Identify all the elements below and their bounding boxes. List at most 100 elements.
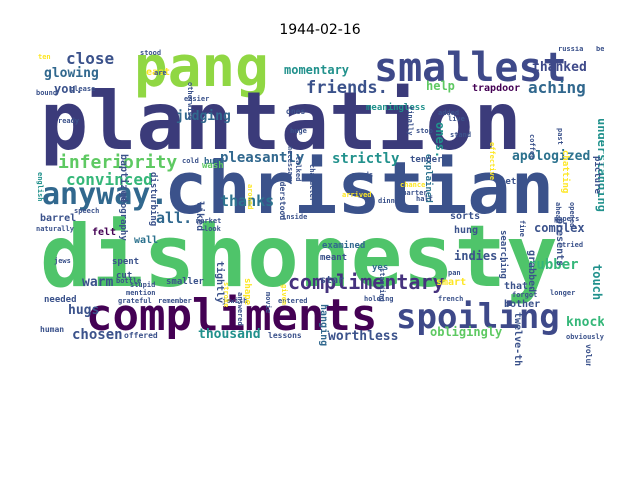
word-knock: knock	[566, 315, 604, 330]
word-bother: bother	[504, 299, 541, 310]
word-chance: chance	[400, 181, 426, 189]
word-huge: huge	[290, 127, 307, 135]
word-pang: pang	[134, 46, 269, 100]
word-barrel: barrel	[40, 213, 77, 224]
word-geography: geography	[118, 192, 128, 241]
word-needed: needed	[44, 295, 77, 305]
word-volunteered: volunteered	[584, 344, 593, 366]
word-plantation: plantation	[40, 75, 522, 168]
word-ones: ones.	[433, 122, 447, 159]
word-dishonesty: dishonesty	[40, 207, 558, 307]
word-wash: wash	[202, 161, 224, 171]
word-worthless: worthless	[328, 329, 399, 344]
word-offered: offered	[124, 331, 158, 340]
word-quarter: quarter	[398, 189, 428, 197]
word-momentary: momentary	[284, 63, 350, 77]
word-added: added	[438, 109, 460, 117]
word-searching: searching	[498, 230, 508, 279]
word-longer: longer	[550, 289, 576, 297]
word-otherwise: otherwise	[186, 82, 194, 120]
word-yes: yes	[372, 263, 389, 273]
word-felt: felt	[92, 227, 117, 238]
word-help: help	[426, 79, 455, 93]
word-bottle: bottle	[116, 277, 142, 285]
word-inside: inside	[282, 213, 308, 221]
word-close: close	[66, 49, 115, 68]
word-english: english	[36, 172, 44, 202]
word-jewish: jewish	[222, 297, 248, 305]
word-market: market	[196, 217, 222, 225]
word-pan: pan	[448, 269, 461, 277]
word-necessary: necessary	[286, 146, 294, 184]
word-bun: bun	[204, 157, 221, 167]
word-warm: warm	[82, 275, 114, 290]
word-stupid: stupid	[130, 281, 156, 289]
word-look: look	[204, 225, 221, 233]
word-indies: indies.	[454, 249, 505, 263]
word-aching: aching	[528, 78, 586, 97]
word-dinner: dinner	[378, 197, 404, 205]
word-movie: movie	[264, 292, 272, 314]
word-lessons: lessons	[268, 331, 302, 340]
word-spent: spent	[112, 257, 140, 267]
word-forgot: forgot	[512, 291, 538, 299]
word-that: that.	[504, 281, 535, 292]
word-ten: ten	[38, 53, 51, 61]
word-finally: finally	[406, 106, 414, 136]
word-apologized: apologized	[512, 149, 591, 164]
word-trapdoor: trapdoor	[472, 83, 521, 94]
word-complimentary: complimentary	[288, 270, 445, 294]
word-grateful: grateful	[118, 297, 152, 305]
word-fine: fine	[518, 220, 526, 237]
word-stroke: stroke	[222, 282, 230, 308]
word-cold: cold	[182, 157, 199, 165]
word-touch: touch	[590, 264, 604, 301]
word-strictly: strictly	[332, 151, 400, 167]
word-twelve-thirty: twelve-thirty	[512, 312, 523, 366]
word-thousand: thousand	[198, 327, 261, 342]
word-french: french	[438, 295, 464, 303]
word-obligingly: obligingly	[430, 325, 503, 339]
word-character: character	[308, 164, 316, 202]
word-hung: hung	[454, 225, 479, 236]
word-you: you.	[54, 82, 83, 96]
word-standing: standing	[378, 268, 386, 302]
word-bound: bound	[36, 89, 58, 97]
word-compliments: compliments	[86, 290, 378, 341]
word-human: human	[40, 325, 65, 334]
word-ones: ones	[286, 107, 306, 116]
word-effective: effective	[488, 142, 496, 180]
word-sorts: sorts	[450, 211, 481, 222]
word-stood: stood	[140, 49, 162, 57]
word-speech: speech	[74, 207, 100, 215]
word-friends: friends.	[306, 78, 388, 98]
word-picture: picture	[592, 156, 602, 194]
word-become: become	[596, 46, 604, 53]
word-rubber: rubber	[528, 257, 579, 273]
word-smaller: smaller	[166, 277, 204, 287]
word-hugs: hugs	[68, 303, 100, 318]
word-obviously: obviously	[566, 333, 604, 341]
word-past: past	[556, 128, 564, 145]
word-disturbing: disturbing	[148, 172, 158, 227]
word-inferiority: inferiority	[58, 152, 178, 173]
word-remember: remember	[158, 297, 192, 305]
word-talked: talked	[294, 156, 302, 182]
word-half: half	[416, 195, 433, 203]
word-all: all.	[156, 209, 193, 227]
word-naturally: naturally	[36, 225, 74, 233]
word-russia: russia	[558, 46, 584, 53]
word-holding: holding	[364, 295, 394, 303]
word-coffee: coffee	[528, 134, 536, 160]
word-chatting: chatting	[560, 150, 570, 194]
chart-title: 1944-02-16	[279, 22, 361, 38]
word-easier: easier	[184, 95, 210, 103]
word-please: please	[70, 85, 96, 93]
word-examined: examined	[322, 241, 366, 251]
word-tried: tried	[562, 241, 584, 249]
word-thanks: thanks	[220, 192, 275, 210]
word-pleasantly: pleasantly	[220, 150, 305, 166]
word-ready: ready	[58, 117, 80, 125]
word-east: east	[146, 67, 171, 78]
word-thanked: thanked	[532, 60, 587, 75]
